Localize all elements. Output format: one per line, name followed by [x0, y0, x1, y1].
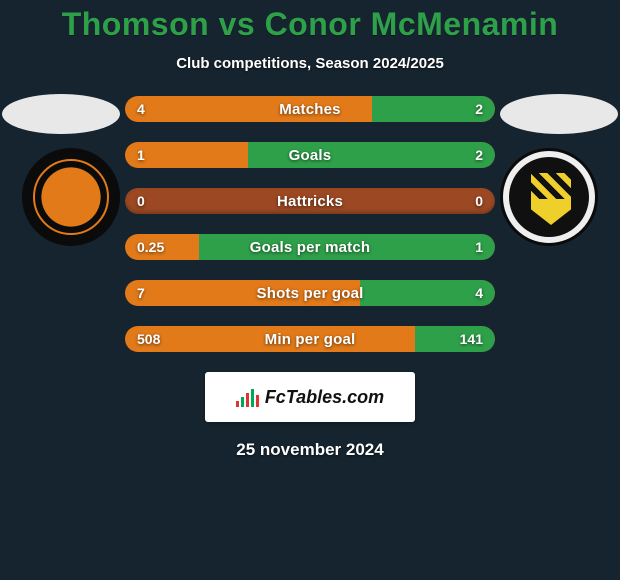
stat-row: 12Goals — [125, 142, 495, 168]
season-subtitle: Club competitions, Season 2024/2025 — [0, 55, 620, 72]
club-crest-left — [22, 148, 120, 246]
stat-row: 00Hattricks — [125, 188, 495, 214]
stat-label: Shots per goal — [125, 280, 495, 306]
stat-row: 508141Min per goal — [125, 326, 495, 352]
club-crest-right — [500, 148, 598, 246]
stat-row: 74Shots per goal — [125, 280, 495, 306]
stat-label: Goals per match — [125, 234, 495, 260]
stat-label: Min per goal — [125, 326, 495, 352]
stat-row: 0.251Goals per match — [125, 234, 495, 260]
watermark[interactable]: FcTables.com — [205, 372, 415, 422]
comparison-stage: 42Matches 12Goals 00Hattricks 0.251Goals pe… — [0, 94, 620, 460]
stat-label: Goals — [125, 142, 495, 168]
stat-label: Matches — [125, 96, 495, 122]
stat-label: Hattricks — [125, 188, 495, 214]
watermark-logo-icon — [236, 387, 259, 407]
stats-bars: 42Matches 12Goals 00Hattricks 0.251Goals pe… — [125, 94, 495, 352]
player-right-avatar — [500, 94, 618, 134]
stat-row: 42Matches — [125, 96, 495, 122]
page-title: Thomson vs Conor McMenamin — [0, 0, 620, 43]
date-label: 25 november 2024 — [0, 440, 620, 460]
watermark-text: FcTables.com — [265, 387, 384, 408]
player-left-avatar — [2, 94, 120, 134]
